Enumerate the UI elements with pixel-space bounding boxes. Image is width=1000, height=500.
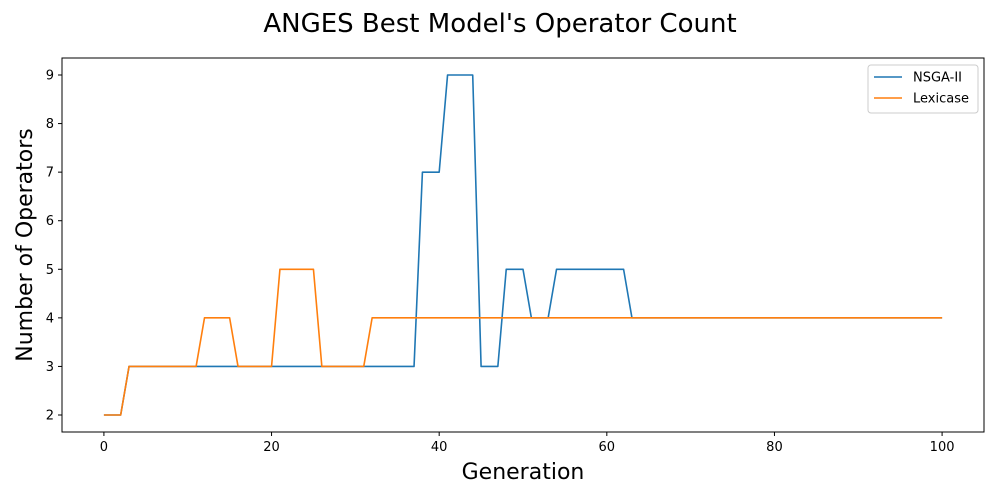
y-tick-label: 7 (46, 166, 54, 181)
series-line-lexicase (103, 268, 943, 416)
x-tick-label: 60 (599, 440, 616, 455)
y-tick-label: 8 (46, 117, 54, 132)
y-axis: 2 3 4 5 6 7 8 9 (46, 69, 62, 424)
y-tick-label: 6 (46, 214, 54, 229)
plot-area (61, 57, 985, 433)
series-layer (103, 74, 943, 416)
legend: NSGA-II Lexicase (867, 64, 979, 114)
legend-label: Lexicase (913, 92, 969, 107)
x-axis: 0 20 40 60 80 100 (100, 432, 955, 455)
legend-label: NSGA-II (913, 71, 962, 86)
y-tick-label: 4 (46, 311, 54, 326)
series-line-nsga-ii (103, 74, 943, 416)
y-tick-label: 2 (46, 409, 54, 424)
chart-title: ANGES Best Model's Operator Count (263, 9, 736, 39)
x-tick-label: 80 (766, 440, 783, 455)
x-axis-label: Generation (462, 460, 585, 485)
y-tick-label: 3 (46, 360, 54, 375)
y-axis-label: Number of Operators (13, 128, 38, 362)
y-tick-label: 5 (46, 263, 54, 278)
x-tick-label: 100 (930, 440, 955, 455)
x-tick-label: 40 (431, 440, 448, 455)
x-tick-label: 20 (263, 440, 280, 455)
y-tick-label: 9 (46, 69, 54, 84)
x-tick-label: 0 (100, 440, 108, 455)
